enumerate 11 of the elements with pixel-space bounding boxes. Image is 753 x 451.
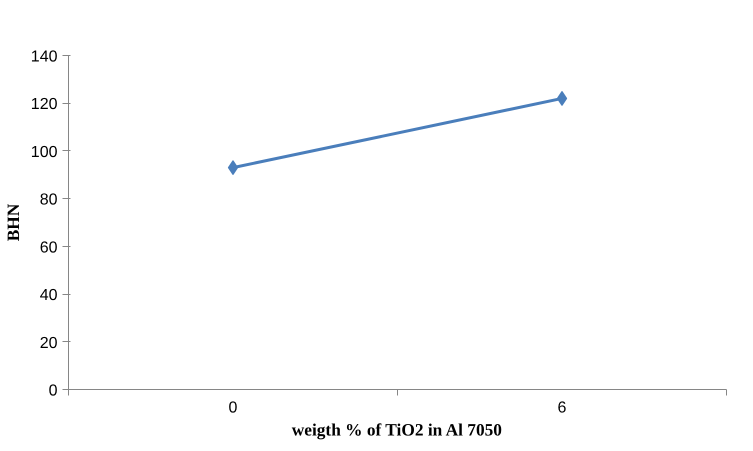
y-tick-label: 140 — [30, 48, 58, 66]
x-axis-title: weigth % of TiO2 in Al 7050 — [292, 420, 502, 440]
y-tick-label: 100 — [30, 144, 58, 161]
y-tick-label: 40 — [40, 287, 58, 304]
y-tick-label: 120 — [30, 96, 58, 114]
y-tick-label: 0 — [48, 382, 58, 400]
y-tick-label: 20 — [40, 334, 58, 352]
y-tick-label: 60 — [40, 239, 58, 256]
y-axis-title: BHN — [4, 203, 23, 242]
y-tick-label: 80 — [40, 192, 58, 209]
x-tick-label: 6 — [558, 400, 567, 416]
